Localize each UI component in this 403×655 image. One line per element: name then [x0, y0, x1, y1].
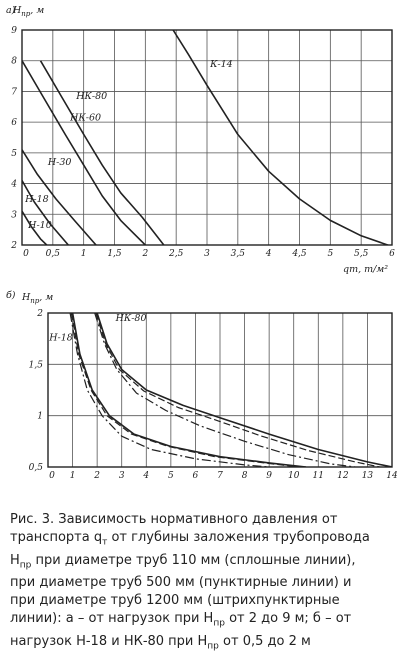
caption-line-2: транспорта qт от глубины заложения трубо… — [10, 529, 398, 552]
x-tick-label: 3 — [119, 471, 125, 481]
y-tick-label: 1 — [37, 412, 43, 422]
y-tick-label: 6 — [11, 118, 17, 128]
x-tick-label: 7 — [217, 471, 223, 481]
x-tick-label: 1,5 — [107, 249, 122, 259]
series-line — [22, 60, 146, 245]
caption-line-6-sub: пр — [213, 618, 225, 629]
caption-line-3-post: при диаметре труб 110 мм (сплошные линии… — [31, 552, 356, 568]
series-line — [94, 313, 356, 467]
figure-caption: Рис. 3. Зависимость нормативного давлени… — [10, 511, 398, 655]
x-tick-label: 4 — [265, 249, 272, 259]
caption-line-3-sub: пр — [19, 560, 32, 571]
x-tick-label: 5 — [327, 249, 333, 259]
x-tick-label: 0 — [49, 471, 55, 481]
series-line — [96, 313, 392, 467]
x-tick-label: 2 — [141, 249, 148, 259]
x-tick-label: 13 — [362, 471, 374, 481]
x-tick-label: 0 — [23, 249, 29, 259]
series-label: Н-10 — [27, 220, 52, 231]
series-line — [22, 149, 97, 245]
caption-line-7-sub: пр — [207, 641, 219, 652]
caption-line-6: линии): а – от нагрузок при Нпр от 2 до … — [10, 610, 398, 633]
y-tick-label: 4 — [10, 180, 17, 190]
x-tick-label: 1 — [70, 471, 76, 481]
x-tick-label: 14 — [386, 471, 398, 481]
series-line — [70, 313, 299, 467]
caption-line-3-pre: Н — [10, 552, 20, 568]
caption-line-5: при диаметре труб 1200 мм (штрихпунктирн… — [10, 593, 340, 609]
panel-label: а) — [6, 5, 16, 16]
caption-line-6-post: от 2 до 9 м; б – от — [224, 611, 352, 627]
series-line — [22, 180, 69, 245]
series-label: НК-80 — [75, 91, 107, 102]
x-tick-label: 4 — [142, 471, 149, 481]
x-tick-label: 1 — [81, 249, 87, 259]
x-tick-label: 3 — [204, 249, 210, 259]
series-line — [69, 313, 270, 467]
y-tick-label: 1,5 — [29, 360, 44, 370]
caption-line-7-pre: нагрузок Н-18 и НК-80 при Н — [10, 633, 208, 649]
y-axis-label: Hпр, м — [21, 292, 53, 305]
series-line — [71, 313, 307, 467]
x-tick-label: 9 — [266, 471, 272, 481]
x-tick-label: 8 — [242, 471, 248, 481]
series-line — [22, 210, 48, 245]
x-axis-label: qт, т/м² — [343, 264, 388, 275]
x-tick-label: 6 — [389, 249, 395, 259]
caption-line-2-pre: транспорта q — [10, 530, 103, 545]
chart-panel-a: 0 0,5 1 1,5 2 2,5 3 3,5 4 4,5 5 5,5 6 2 3 4 5 6 7 8 9 Н-10 Н-1… — [6, 5, 395, 275]
series-line — [39, 60, 165, 245]
x-tick-label: 10 — [288, 471, 300, 481]
series-label: НК-80 — [115, 313, 147, 324]
series-label: НК-60 — [69, 113, 101, 124]
caption-line-7: нагрузок Н-18 и НК-80 при Нпр от 0,5 до … — [10, 633, 398, 655]
caption-line-2-post: от глубины заложения трубопровода — [107, 530, 370, 545]
x-tick-label: 12 — [337, 471, 349, 481]
panel-label: б) — [6, 290, 16, 301]
x-tick-label: 4,5 — [291, 249, 307, 259]
figure: 0 0,5 1 1,5 2 2,5 3 3,5 4 4,5 5 5,5 6 2 3 4 5 6 7 8 9 Н-10 Н-1… — [6, 5, 398, 481]
plot-frame — [21, 29, 393, 246]
caption-line-4: при диаметре труб 500 мм (пунктирные лин… — [10, 575, 352, 591]
y-tick-label: 9 — [11, 26, 17, 36]
y-axis-label: Hпр, м — [12, 5, 44, 18]
x-tick-label: 2 — [93, 471, 100, 481]
y-tick-label: 7 — [11, 87, 17, 97]
caption-line-3: Нпр при диаметре труб 110 мм (сплошные л… — [10, 552, 398, 575]
caption-line-2-sub: т — [102, 537, 108, 548]
y-tick-label: 2 — [36, 309, 43, 319]
series-label: К-14 — [209, 59, 233, 70]
y-tick-label: 0,5 — [29, 463, 44, 473]
series-line — [172, 30, 391, 245]
y-tick-label: 5 — [11, 149, 17, 159]
x-tick-label: 5,5 — [354, 249, 369, 259]
series-line — [95, 313, 380, 467]
y-tick-label: 8 — [11, 57, 17, 67]
series-label: Н-18 — [48, 333, 73, 344]
caption-line-6-pre: линии): а – от нагрузок при Н — [10, 611, 214, 627]
y-tick-label: 3 — [11, 210, 17, 220]
x-tick-label: 0,5 — [46, 249, 61, 259]
x-tick-label: 3,5 — [231, 249, 246, 259]
x-tick-label: 6 — [193, 471, 199, 481]
x-tick-label: 11 — [313, 471, 324, 481]
x-tick-label: 5 — [168, 471, 174, 481]
plot-frame — [47, 312, 393, 468]
caption-line-7-post: от 0,5 до 2 м — [218, 633, 311, 649]
x-tick-label: 2,5 — [168, 249, 184, 259]
series-label: Н-18 — [24, 194, 49, 205]
y-tick-label: 2 — [10, 241, 17, 251]
series-label: Н-30 — [47, 157, 72, 168]
caption-line-1: Рис. 3. Зависимость нормативного давлени… — [10, 512, 338, 527]
